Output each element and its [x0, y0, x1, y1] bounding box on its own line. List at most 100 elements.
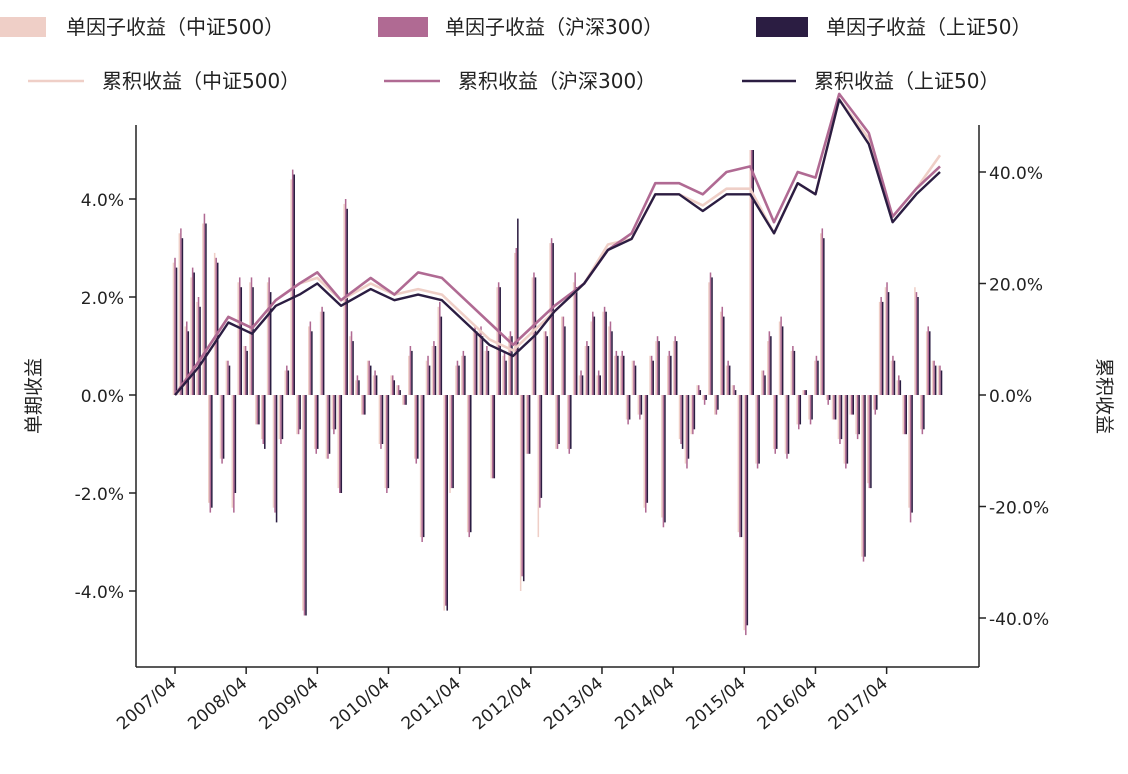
bar-s0-36 [384, 395, 387, 489]
bar-s0-78 [631, 360, 634, 395]
bar-s0-113 [837, 395, 840, 440]
bar-s2-47 [452, 395, 454, 489]
bar-s1-102 [774, 395, 776, 454]
bar-s1-58 [515, 248, 518, 395]
bar-s1-80 [645, 395, 647, 513]
x-tick-label: 2017/04 [825, 674, 892, 735]
bar-s2-42 [422, 395, 425, 538]
bar-s0-9 [225, 360, 228, 395]
left-tick-label: -2.0% [75, 485, 124, 505]
bar-s1-85 [674, 336, 676, 395]
bar-s2-2 [187, 331, 190, 395]
bar-s1-5 [203, 213, 206, 395]
legend-label-bar-0: 单因子收益（中证500） [66, 15, 284, 39]
bar-s0-112 [831, 395, 834, 420]
bar-s0-111 [825, 395, 828, 400]
bar-s1-126 [915, 292, 918, 395]
bar-s2-45 [440, 316, 443, 395]
legend-label-line-4: 累积收益（沪深300） [458, 69, 656, 93]
bar-s1-28 [339, 395, 341, 493]
bar-s0-85 [672, 341, 675, 395]
bar-s1-74 [609, 321, 612, 395]
bar-s0-110 [820, 233, 822, 395]
bar-s2-32 [364, 395, 366, 415]
bar-s2-7 [216, 262, 219, 395]
bar-s0-100 [761, 370, 763, 395]
bar-s2-130 [940, 370, 943, 395]
bar-s2-121 [887, 292, 890, 395]
bar-s0-38 [396, 385, 398, 395]
bar-s2-95 [734, 390, 737, 395]
bar-s1-119 [874, 395, 877, 415]
bar-s0-75 [614, 355, 616, 395]
bar-s1-61 [533, 272, 535, 395]
bar-s1-44 [433, 341, 435, 395]
legend-swatch-bar-1 [378, 17, 428, 37]
bar-s2-117 [864, 395, 866, 557]
bar-s1-7 [215, 257, 217, 395]
bar-s1-18 [280, 395, 282, 444]
bar-s0-40 [408, 355, 410, 395]
y-axis-label-right: 累积收益 [1093, 358, 1115, 434]
bar-s0-39 [402, 395, 404, 405]
bar-s1-82 [656, 336, 659, 395]
bar-s2-49 [464, 355, 466, 395]
bar-s2-104 [787, 395, 790, 454]
bar-s2-34 [375, 375, 378, 395]
bar-s1-8 [221, 395, 223, 464]
bar-s1-69 [580, 370, 582, 395]
bar-s0-101 [767, 341, 769, 395]
x-tick-label: 2015/04 [683, 674, 750, 735]
bar-s0-31 [355, 380, 357, 395]
y-axis-label-left: 单期收益 [23, 358, 45, 434]
bar-s1-16 [268, 277, 270, 395]
bar-s2-15 [264, 395, 266, 449]
bar-s0-5 [202, 223, 204, 395]
bar-s0-99 [755, 395, 757, 464]
bar-s1-20 [291, 169, 294, 395]
bar-s1-92 [715, 395, 718, 415]
bar-s0-71 [590, 321, 593, 395]
bar-s1-3 [191, 267, 194, 395]
bar-s1-17 [274, 395, 276, 513]
bar-s0-49 [461, 355, 463, 395]
bar-s0-42 [419, 395, 422, 538]
bar-s0-92 [714, 395, 716, 415]
bar-s1-51 [474, 326, 476, 395]
bar-s2-114 [846, 395, 849, 464]
left-tick-label: 0.0% [81, 387, 124, 407]
bar-s0-52 [478, 331, 481, 395]
bar-s1-125 [909, 395, 912, 523]
bar-s1-10 [233, 395, 235, 513]
bar-s2-69 [581, 375, 584, 395]
bar-s2-4 [199, 306, 201, 395]
bar-s1-40 [409, 346, 412, 395]
bar-s0-67 [566, 395, 569, 449]
bar-s1-114 [845, 395, 847, 469]
bar-s0-41 [413, 395, 416, 459]
bar-s1-67 [568, 395, 571, 454]
bar-s1-19 [286, 365, 288, 395]
bar-s2-102 [776, 395, 778, 449]
right-ticks: 40.0% 20.0% 0.0% -20.0% -40.0% [979, 164, 1049, 630]
bar-s1-94 [727, 360, 729, 395]
bar-s1-70 [586, 341, 588, 395]
left-tick-label: 4.0% [81, 191, 124, 211]
bar-s1-38 [397, 385, 400, 395]
bar-s0-90 [702, 395, 704, 400]
bar-s1-104 [786, 395, 788, 459]
cumulative-line-1 [173, 92, 941, 396]
bar-s1-90 [703, 395, 706, 405]
bar-s1-123 [898, 375, 900, 395]
bar-s0-30 [349, 336, 351, 395]
bar-s1-118 [868, 395, 871, 489]
bar-s0-15 [260, 395, 263, 440]
bar-s0-94 [725, 365, 728, 395]
bar-s1-101 [768, 331, 771, 395]
bar-s2-20 [293, 174, 295, 395]
bar-s1-87 [686, 395, 688, 469]
bar-s0-87 [684, 395, 687, 464]
bar-s2-103 [781, 326, 784, 395]
x-tick-label: 2014/04 [611, 674, 678, 735]
bar-s2-14 [258, 395, 260, 425]
